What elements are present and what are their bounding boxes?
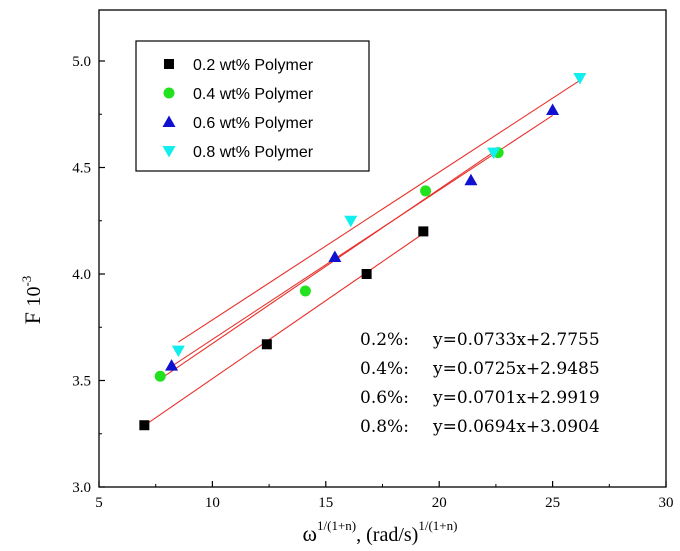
x-axis-title-sup: 1/(1+n) <box>317 518 356 533</box>
data-point <box>546 103 560 115</box>
y-axis-unit: 10 <box>23 287 45 307</box>
svg-text:F 10-3: F 10-3 <box>19 276 45 325</box>
legend-label: 0.6 wt% Polymer <box>193 115 314 132</box>
equation-label: 0.8%: <box>360 417 409 437</box>
data-point <box>344 215 358 228</box>
data-point <box>464 173 478 186</box>
y-axis-ticks: 3.0 3.5 4.0 4.5 5.0 <box>72 54 105 496</box>
legend-marker <box>162 146 176 158</box>
x-tick-label: 25 <box>545 495 560 511</box>
data-point <box>261 339 272 350</box>
legend-marker <box>164 59 174 69</box>
data-point <box>328 250 342 262</box>
data-point <box>573 73 587 85</box>
fit-line <box>178 79 581 343</box>
y-axis-unit-sup: -3 <box>19 276 34 287</box>
y-tick-label: 3.5 <box>72 374 91 390</box>
data-point <box>165 359 179 371</box>
equation-label: 0.6%: <box>360 388 409 408</box>
x-axis-title-mid: , (rad/s) <box>356 524 418 546</box>
x-axis-ticks: 5 10 15 20 25 30 <box>95 481 674 511</box>
y-tick-label: 3.0 <box>72 480 91 496</box>
y-axis-title: F 10-3 <box>19 276 45 325</box>
fit-line <box>171 114 553 367</box>
legend-label: 0.8 wt% Polymer <box>193 144 314 161</box>
equation-text: y=0.0725x+2.9485 <box>432 359 600 379</box>
fit-equations: 0.2%: y=0.0733x+2.7755 0.4%: y=0.0725x+2.94… <box>360 330 600 437</box>
fit-lines <box>144 79 581 426</box>
legend: 0.2 wt% Polymer 0.4 wt% Polymer 0.6 wt% Po… <box>135 40 370 172</box>
data-point <box>171 345 185 358</box>
x-tick-label: 10 <box>205 495 220 511</box>
legend-marker <box>162 115 176 127</box>
x-axis-title-base: ω <box>303 521 317 546</box>
y-axis-title-main: F <box>20 312 45 324</box>
y-tick-label: 4.5 <box>72 161 91 177</box>
x-axis-title-sup2: 1/(1+n) <box>418 518 457 533</box>
data-point <box>299 285 311 297</box>
data-point <box>418 226 429 237</box>
equation-text: y=0.0701x+2.9919 <box>432 388 600 408</box>
equation-label: 0.2%: <box>360 330 409 350</box>
data-point <box>487 147 501 160</box>
data-point <box>361 269 372 279</box>
fit-line <box>144 233 424 426</box>
data-point <box>154 370 166 382</box>
x-tick-label: 15 <box>318 495 333 511</box>
equation-text: y=0.0733x+2.7755 <box>432 330 600 350</box>
legend-marker <box>163 87 175 99</box>
x-tick-label: 5 <box>95 495 103 511</box>
legend-label: 0.2 wt% Polymer <box>193 57 314 74</box>
x-tick-label: 20 <box>432 495 447 511</box>
data-point <box>139 420 150 431</box>
x-axis-title: ω1/(1+n), (rad/s)1/(1+n) <box>303 518 458 546</box>
y-tick-label: 5.0 <box>72 54 91 70</box>
y-tick-label: 4.0 <box>72 267 91 283</box>
fit-line <box>159 148 499 380</box>
legend-label: 0.4 wt% Polymer <box>193 86 314 103</box>
equation-label: 0.4%: <box>360 359 409 379</box>
legend-box <box>135 40 370 172</box>
data-markers <box>139 73 587 431</box>
equation-text: y=0.0694x+3.0904 <box>432 417 600 437</box>
data-point <box>420 185 432 197</box>
x-tick-label: 30 <box>659 495 674 511</box>
